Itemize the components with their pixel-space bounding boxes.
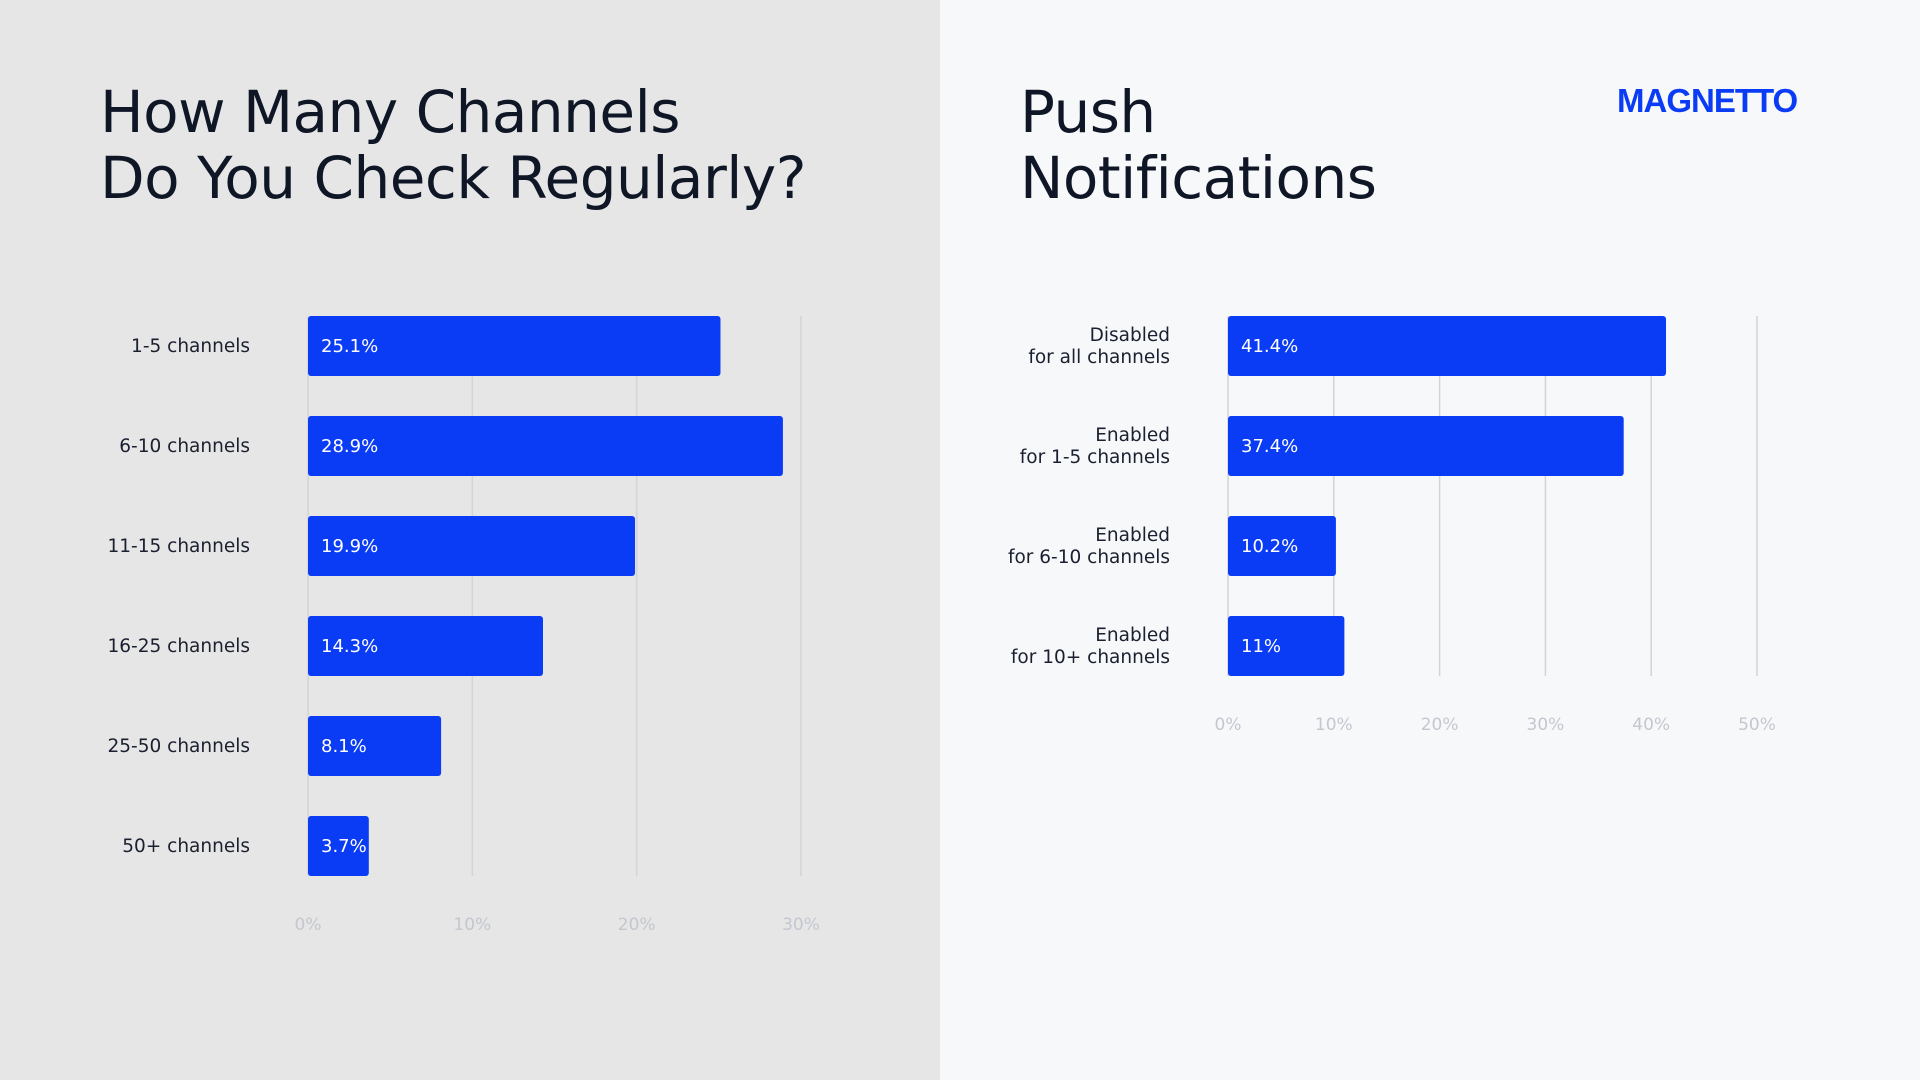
bar-value-label: 25.1%	[321, 336, 378, 357]
bar	[308, 716, 442, 776]
bar-value-label: 41.4%	[1241, 336, 1298, 357]
x-tick-label: 10%	[1315, 715, 1353, 735]
category-label: Enabled	[1095, 425, 1170, 446]
category-label: Enabled	[1095, 525, 1170, 546]
category-label: for 10+ channels	[1011, 647, 1170, 668]
bar	[308, 816, 369, 876]
category-label: Enabled	[1095, 625, 1170, 646]
category-label: 1-5 channels	[131, 336, 250, 357]
x-tick-label: 30%	[782, 915, 820, 935]
bar	[1228, 416, 1624, 476]
x-tick-label: 30%	[1527, 715, 1565, 735]
bar-value-label: 14.3%	[321, 636, 378, 657]
category-label: for 6-10 channels	[1008, 547, 1170, 568]
bar	[1228, 516, 1336, 576]
category-label: 50+ channels	[122, 836, 250, 857]
bar	[1228, 616, 1345, 676]
left-chart-title: How Many Channels Do You Check Regularly…	[100, 78, 807, 212]
category-label: 25-50 channels	[108, 736, 250, 757]
brand-logo: MAGNETTO	[1617, 82, 1798, 119]
x-tick-label: 40%	[1632, 715, 1670, 735]
x-tick-label: 10%	[453, 915, 491, 935]
category-label: 6-10 channels	[119, 436, 250, 457]
category-label: for 1-5 channels	[1020, 447, 1170, 468]
category-label: Disabled	[1090, 325, 1170, 346]
bar	[308, 516, 636, 576]
bar-value-label: 3.7%	[321, 836, 367, 857]
x-tick-label: 50%	[1738, 715, 1776, 735]
bar	[308, 416, 783, 476]
bar-value-label: 28.9%	[321, 436, 378, 457]
bar-value-label: 8.1%	[321, 736, 367, 757]
x-tick-label: 20%	[1421, 715, 1459, 735]
bar	[308, 316, 721, 376]
channels-bar-chart: 0% 10% 20% 30% 25.1% 1-5 channels 28.9% 6-10 ch…	[108, 316, 820, 935]
bar	[308, 616, 543, 676]
x-tick-label: 20%	[618, 915, 656, 935]
bar-value-label: 11%	[1241, 636, 1281, 657]
bar	[1228, 316, 1667, 376]
bar-value-label: 19.9%	[321, 536, 378, 557]
bar-value-label: 10.2%	[1241, 536, 1298, 557]
right-chart-title: Push Notifications	[1020, 78, 1377, 212]
category-label: for all channels	[1028, 347, 1170, 368]
category-label: 16-25 channels	[108, 636, 250, 657]
bar-value-label: 37.4%	[1241, 436, 1298, 457]
category-label: 11-15 channels	[108, 536, 250, 557]
x-tick-label: 0%	[295, 915, 322, 935]
x-tick-label: 0%	[1215, 715, 1242, 735]
